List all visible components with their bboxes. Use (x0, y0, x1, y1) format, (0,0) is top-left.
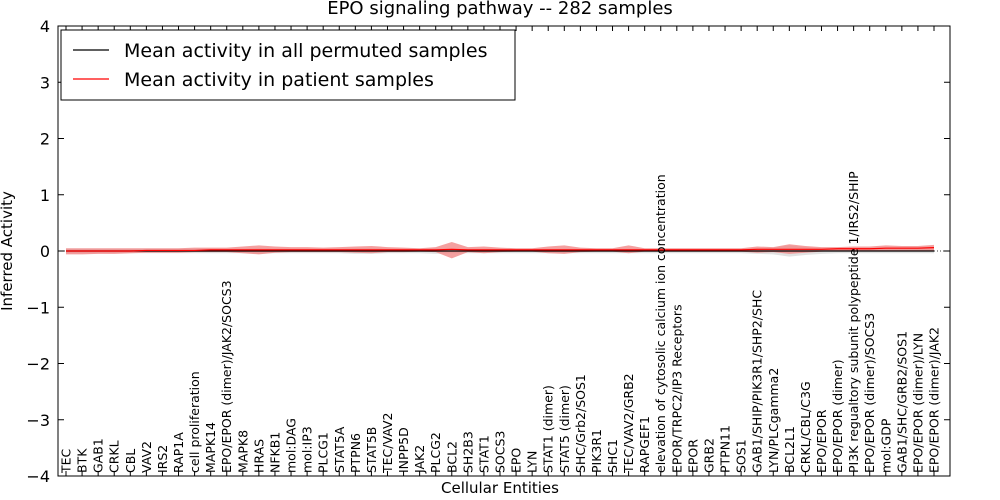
x-tick-label: PI3K regualtory subunit polypeptide 1/IR… (846, 171, 861, 473)
y-axis-label: Inferred Activity (0, 191, 16, 311)
chart-title: EPO signaling pathway -- 282 samples (327, 0, 673, 19)
x-tick-label: GRB2 (701, 438, 716, 473)
x-axis: TEC BTK GAB1 CRKL CBL VAV2 IRS2 RAP1A cell proli… (59, 26, 942, 476)
y-tick-label: 3 (40, 73, 50, 92)
x-tick-label: GAB1/SHC/GRB2/SOS1 (894, 331, 909, 473)
x-tick-label: PIK3R1 (589, 429, 604, 473)
x-tick-label: EPO/EPOR (dimer)/JAK2/SOCS3 (219, 280, 234, 473)
y-tick-label: −1 (26, 298, 50, 317)
x-tick-label: BTK (75, 448, 90, 473)
x-tick-label: BCL2L1 (782, 426, 797, 473)
x-tick-label: MAPK14 (203, 422, 218, 473)
x-tick-label: SHC1 (605, 439, 620, 473)
y-tick-label: −3 (26, 411, 50, 430)
series-lines (66, 247, 935, 252)
x-tick-label: PLCG1 (316, 432, 331, 473)
x-tick-label: STAT5B (364, 427, 379, 473)
x-tick-label: cell proliferation (187, 371, 202, 473)
x-tick-label: EPO/EPOR (dimer)/JAK2 (927, 327, 942, 473)
y-tick-label: −4 (26, 467, 50, 486)
x-tick-label: RAP1A (171, 432, 186, 473)
x-tick-label: RAPGEF1 (637, 416, 652, 473)
legend-label-permuted: Mean activity in all permuted samples (124, 40, 487, 62)
legend-box (60, 29, 516, 101)
x-tick-label: GAB1 (91, 438, 106, 473)
x-tick-label: EPOR (685, 439, 700, 473)
x-tick-label: EPO/EPOR (814, 409, 829, 473)
x-tick-label: CRKL (107, 440, 122, 473)
x-tick-label: BCL2 (444, 441, 459, 473)
x-tick-label: PTPN6 (348, 433, 363, 473)
x-tick-label: LYN/PLCgamma2 (766, 368, 781, 473)
y-axis: −4 −3 −2 −1 0 1 2 3 4 (26, 17, 950, 486)
x-tick-label: STAT5 (dimer) (557, 385, 572, 473)
x-tick-label: MAPK8 (235, 430, 250, 473)
x-tick-label: SOCS3 (493, 431, 508, 473)
legend-label-patient: Mean activity in patient samples (124, 69, 434, 91)
x-tick-label: mol:IP3 (300, 426, 315, 473)
x-tick-label: VAV2 (139, 441, 154, 473)
x-tick-label: STAT1 (dimer) (541, 385, 556, 473)
y-tick-label: 2 (40, 130, 50, 149)
x-tick-label: IRS2 (155, 445, 170, 473)
y-tick-label: 1 (40, 186, 50, 205)
x-tick-label: PLCG2 (428, 432, 443, 473)
x-tick-label: JAK2 (412, 445, 427, 474)
series-line-patient (66, 247, 935, 252)
x-tick-label: TEC (59, 448, 74, 474)
x-tick-label: HRAS (251, 439, 266, 473)
x-axis-label: Cellular Entities (441, 479, 559, 497)
x-tick-label: EPO/EPOR (dimer)/LYN (910, 333, 925, 473)
x-tick-label: EPO (509, 448, 524, 473)
x-tick-label: CRKL/CBL/C3G (798, 381, 813, 473)
legend: Mean activity in all permuted samples Me… (60, 29, 516, 101)
x-tick-label: mol:GDP (878, 418, 893, 473)
x-tick-label: elevation of cytosolic calcium ion conce… (653, 174, 668, 473)
x-tick-label: LYN (525, 451, 540, 473)
x-tick-label: EPO/EPOR (dimer) (830, 359, 845, 473)
x-tick-label: SHC/Grb2/SOS1 (573, 374, 588, 473)
x-tick-label: CBL (123, 449, 138, 473)
x-tick-label: GAB1/SHIP/PIK3R1/SHP2/SHC (750, 290, 765, 473)
x-tick-label: mol:DAG (284, 418, 299, 473)
x-tick-label: STAT1 (476, 435, 491, 473)
x-tick-label: NFKB1 (267, 432, 282, 473)
x-tick-label: STAT5A (332, 426, 347, 473)
x-tick-label: SOS1 (734, 439, 749, 473)
x-tick-label: INPP5D (396, 427, 411, 473)
x-tick-label: TEC/VAV2/GRB2 (621, 373, 636, 474)
y-tick-label: 0 (40, 242, 50, 261)
x-tick-label: SH2B3 (460, 431, 475, 473)
x-tick-label: TEC/VAV2 (380, 413, 395, 474)
x-tick-label: EPOR/TRPC2/IP3 Receptors (669, 304, 684, 473)
x-tick-label: PTPN11 (718, 425, 733, 473)
x-tick-label: EPO/EPOR (dimer)/SOCS3 (862, 313, 877, 473)
y-tick-label: 4 (40, 17, 50, 36)
y-tick-label: −2 (26, 355, 50, 374)
